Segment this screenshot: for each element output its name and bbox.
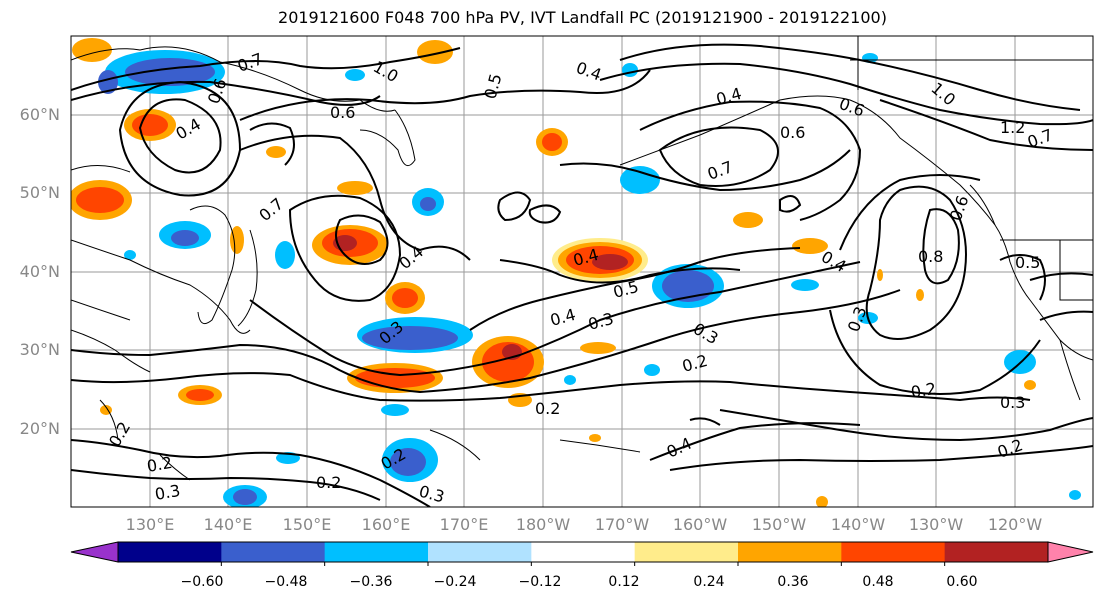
- contour-label: 0.5: [1015, 253, 1040, 272]
- positive-anomaly-blobs: [71, 38, 1036, 507]
- contour-label: 1.2: [1000, 118, 1025, 137]
- lon-label: 120°W: [987, 515, 1043, 534]
- colorbar: [70, 541, 1094, 566]
- colorbar-swatch: [841, 542, 946, 562]
- colorbar-frame: [117, 541, 1049, 563]
- colorbar-swatch: [634, 542, 739, 562]
- contours: [71, 43, 1093, 507]
- lon-label: 140°E: [203, 515, 253, 534]
- colorbar-swatch: [324, 542, 429, 562]
- lat-label: 60°N: [19, 105, 60, 124]
- lon-label: 150°E: [282, 515, 332, 534]
- lon-label: 160°W: [672, 515, 728, 534]
- colorbar-tick-label: 0.48: [862, 574, 894, 590]
- lon-label: 170°W: [594, 515, 650, 534]
- colorbar-swatch: [738, 542, 842, 562]
- colorbar-swatch: [428, 542, 532, 562]
- lon-label: 180°W: [515, 515, 571, 534]
- contour-label: 0.6: [330, 103, 355, 122]
- colorbar-extend-low: [70, 541, 119, 563]
- colorbar-tick-label: 0.60: [946, 574, 978, 590]
- colorbar-tick-label: −0.48: [264, 574, 308, 590]
- lon-label: 130°W: [908, 515, 964, 534]
- lon-label: 140°W: [830, 515, 886, 534]
- colorbar-swatch: [944, 542, 1049, 562]
- contour-label: 0.6: [780, 123, 805, 142]
- colorbar-tick-label: −0.36: [349, 574, 393, 590]
- lon-label: 160°E: [361, 515, 411, 534]
- colorbar-swatch: [531, 542, 636, 562]
- map-title: 2019121600 F048 700 hPa PV, IVT Landfall…: [278, 8, 887, 27]
- contour-label: 0.2: [909, 379, 937, 402]
- plot-frame: [70, 35, 1094, 508]
- colorbar-tick-label: −0.60: [180, 574, 224, 590]
- colorbar-swatch: [118, 542, 222, 562]
- lat-label: 20°N: [19, 419, 60, 438]
- colorbar-tick-label: 0.36: [777, 574, 809, 590]
- contour-label: 0.3: [153, 481, 181, 504]
- lon-label: 150°W: [751, 515, 807, 534]
- colorbar-swatch: [221, 542, 326, 562]
- contour-label: 0.8: [918, 247, 943, 266]
- contour-label: 0.2: [316, 473, 341, 492]
- lat-label: 40°N: [19, 262, 60, 281]
- colorbar-tick-label: 0.24: [693, 574, 725, 590]
- lat-label: 30°N: [19, 340, 60, 359]
- contour-label: 0.2: [145, 453, 173, 476]
- contour-label: 0.3: [1000, 393, 1025, 412]
- lat-label: 50°N: [19, 183, 60, 202]
- contours-thin: [71, 165, 641, 461]
- colorbar-tick-label: 0.12: [608, 574, 640, 590]
- contour-label: 0.2: [535, 399, 560, 418]
- lon-label: 170°E: [439, 515, 489, 534]
- colorbar-tick-label: −0.24: [433, 574, 477, 590]
- lon-label: 130°E: [125, 515, 175, 534]
- colorbar-tick-label: −0.12: [518, 574, 562, 590]
- colorbar-extend-high: [1047, 541, 1094, 563]
